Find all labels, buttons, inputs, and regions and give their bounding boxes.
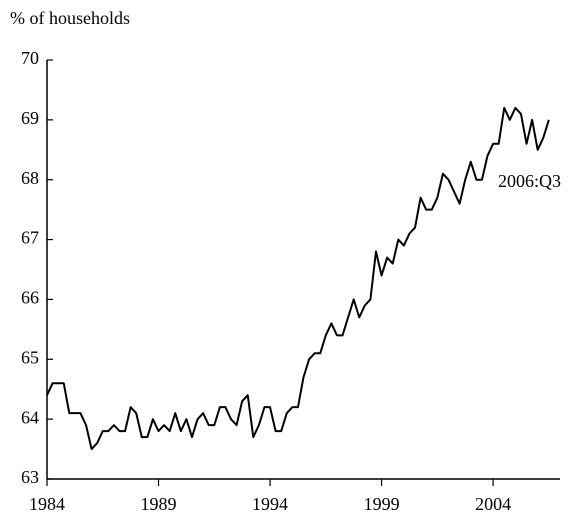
y-axis-label: % of households xyxy=(10,8,130,28)
y-tick-label: 68 xyxy=(21,168,39,188)
y-tick-label: 66 xyxy=(21,288,39,308)
y-tick-label: 67 xyxy=(21,228,39,248)
data-line xyxy=(46,106,550,451)
y-tick-label: 69 xyxy=(21,108,39,128)
annotation: 2006:Q3 xyxy=(498,171,561,191)
x-tick-label: 2004 xyxy=(475,494,511,514)
x-tick-label: 1994 xyxy=(252,494,288,514)
y-tick-label: 65 xyxy=(21,347,39,367)
y-tick-label: 63 xyxy=(21,467,39,487)
x-tick-label: 1989 xyxy=(141,494,177,514)
y-tick-label: 70 xyxy=(21,48,39,68)
x-tick-label: 1999 xyxy=(364,494,400,514)
x-tick-label: 1984 xyxy=(29,494,65,514)
y-tick-label: 64 xyxy=(21,407,39,427)
